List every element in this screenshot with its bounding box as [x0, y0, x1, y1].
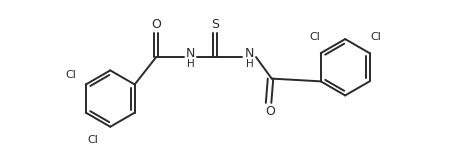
- Text: H: H: [246, 59, 253, 69]
- Text: Cl: Cl: [370, 32, 381, 42]
- Text: N: N: [245, 47, 254, 61]
- Text: O: O: [265, 105, 275, 118]
- Text: Cl: Cl: [87, 135, 98, 145]
- Text: Cl: Cl: [65, 70, 76, 80]
- Text: O: O: [151, 18, 161, 31]
- Text: Cl: Cl: [309, 32, 320, 42]
- Text: N: N: [186, 47, 195, 61]
- Text: S: S: [211, 18, 219, 31]
- Text: H: H: [187, 59, 195, 69]
